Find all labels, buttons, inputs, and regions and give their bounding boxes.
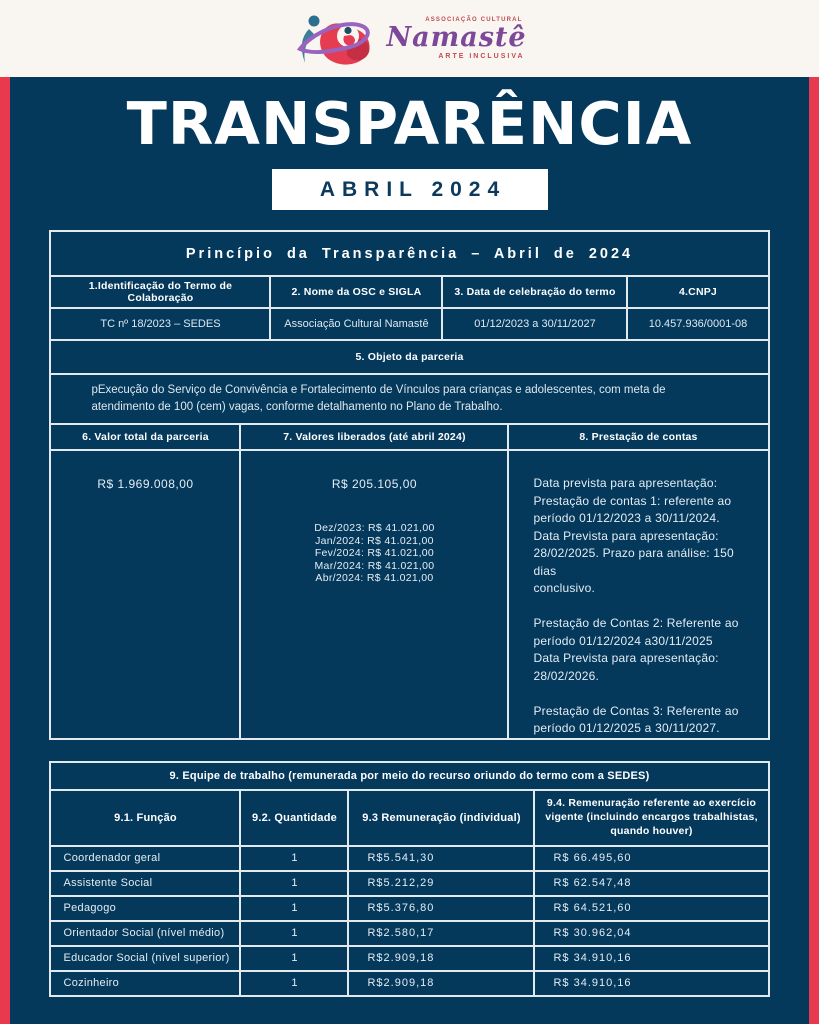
logo-org-name: Namastê bbox=[386, 22, 527, 53]
header-valor-total: 6. Valor total da parceria bbox=[49, 423, 242, 451]
namaste-logo: ASSOCIAÇÃO CULTURAL Namastê ARTE INCLUSI… bbox=[292, 9, 526, 69]
header-prestacao-contas: 8. Prestação de contas bbox=[507, 423, 770, 451]
row-quantidade: 1 bbox=[239, 844, 350, 872]
namaste-logo-mark bbox=[297, 15, 371, 65]
row-remuneracao-anual: R$ 66.495,60 bbox=[533, 844, 770, 872]
cell-valor-total: R$ 1.969.008,00 bbox=[49, 449, 242, 740]
value-nome-osc: Associação Cultural Namastê bbox=[269, 307, 444, 341]
header-identificacao: 1.Identificação do Termo de Colaboração bbox=[49, 275, 272, 309]
prestacao-contas-text: Data prevista para apresentação: Prestaç… bbox=[507, 449, 770, 740]
row-remuneracao: R$5.376,80 bbox=[347, 894, 536, 922]
header-funcao: 9.1. Função bbox=[49, 788, 242, 847]
logo-tagline: ARTE INCLUSIVA bbox=[438, 53, 525, 60]
header-data-celebracao: 3. Data de celebração do termo bbox=[441, 275, 629, 309]
row-quantidade: 1 bbox=[239, 869, 350, 897]
row-funcao: Coordenador geral bbox=[49, 844, 242, 872]
row-funcao: Assistente Social bbox=[49, 869, 242, 897]
month-badge: ABRIL 2024 bbox=[271, 169, 548, 210]
row-funcao: Cozinheiro bbox=[49, 969, 242, 997]
row-remuneracao: R$2.909,18 bbox=[347, 944, 536, 972]
logo-org-type: ASSOCIAÇÃO CULTURAL bbox=[425, 17, 523, 23]
row-remuneracao: R$5.212,29 bbox=[347, 869, 536, 897]
row-funcao: Educador Social (nível superior) bbox=[49, 944, 242, 972]
row-remuneracao-anual: R$ 34.910,16 bbox=[533, 969, 770, 997]
liberados-total: R$ 205.105,00 bbox=[331, 477, 418, 491]
header-cnpj: 4.CNPJ bbox=[626, 275, 770, 309]
row-remuneracao-anual: R$ 64.521,60 bbox=[533, 894, 770, 922]
header-objeto: 5. Objeto da parceria bbox=[49, 339, 770, 375]
logo-text-block: ASSOCIAÇÃO CULTURAL Namastê ARTE INCLUSI… bbox=[386, 17, 526, 60]
header-quantidade: 9.2. Quantidade bbox=[239, 788, 350, 847]
value-cnpj: 10.457.936/0001-08 bbox=[626, 307, 770, 341]
transparency-table: Princípio da Transparência – Abril de 20… bbox=[49, 230, 770, 740]
table-row: Coordenador geral 1 R$5.541,30 R$ 66.495… bbox=[49, 844, 770, 872]
value-data-celebracao: 01/12/2023 a 30/11/2027 bbox=[441, 307, 629, 341]
table-row: Educador Social (nível superior) 1 R$2.9… bbox=[49, 944, 770, 972]
valor-total: R$ 1.969.008,00 bbox=[97, 477, 194, 491]
row-quantidade: 1 bbox=[239, 919, 350, 947]
row-funcao: Orientador Social (nível médio) bbox=[49, 919, 242, 947]
table1-title: Princípio da Transparência – Abril de 20… bbox=[49, 230, 770, 277]
table9-title: 9. Equipe de trabalho (remunerada por me… bbox=[49, 760, 770, 791]
row-remuneracao-anual: R$ 30.962,04 bbox=[533, 919, 770, 947]
page-title: TRANSPARÊNCIA bbox=[126, 89, 693, 158]
value-objeto: pExecução do Serviço de Convivência e Fo… bbox=[49, 373, 770, 425]
table-row: Orientador Social (nível médio) 1 R$2.58… bbox=[49, 919, 770, 947]
month-label: ABRIL 2024 bbox=[319, 177, 507, 201]
header-bar: ASSOCIAÇÃO CULTURAL Namastê ARTE INCLUSI… bbox=[0, 0, 819, 77]
row-quantidade: 1 bbox=[239, 969, 350, 997]
header-valores-liberados: 7. Valores liberados (até abril 2024) bbox=[239, 423, 510, 451]
header-remuneracao-exercicio: 9.4. Remenuração referente ao exercício … bbox=[533, 788, 770, 847]
table-row: Pedagogo 1 R$5.376,80 R$ 64.521,60 bbox=[49, 894, 770, 922]
header-nome-osc: 2. Nome da OSC e SIGLA bbox=[269, 275, 444, 309]
row-remuneracao-anual: R$ 62.547,48 bbox=[533, 869, 770, 897]
row-remuneracao: R$2.909,18 bbox=[347, 969, 536, 997]
team-table: 9. Equipe de trabalho (remunerada por me… bbox=[49, 760, 770, 997]
cell-valores-liberados: R$ 205.105,00 Dez/2023: R$ 41.021,00 Jan… bbox=[239, 449, 510, 740]
row-quantidade: 1 bbox=[239, 944, 350, 972]
header-remuneracao: 9.3 Remuneração (individual) bbox=[347, 788, 536, 847]
row-funcao: Pedagogo bbox=[49, 894, 242, 922]
value-identificacao: TC nº 18/2023 – SEDES bbox=[49, 307, 272, 341]
table-row: Assistente Social 1 R$5.212,29 R$ 62.547… bbox=[49, 869, 770, 897]
liberados-breakdown: Dez/2023: R$ 41.021,00 Jan/2024: R$ 41.0… bbox=[314, 522, 435, 585]
main-content: TRANSPARÊNCIA ABRIL 2024 Princípio da Tr… bbox=[0, 77, 819, 1024]
row-quantidade: 1 bbox=[239, 894, 350, 922]
row-remuneracao: R$2.580,17 bbox=[347, 919, 536, 947]
row-remuneracao-anual: R$ 34.910,16 bbox=[533, 944, 770, 972]
row-remuneracao: R$5.541,30 bbox=[347, 844, 536, 872]
table-row: Cozinheiro 1 R$2.909,18 R$ 34.910,16 bbox=[49, 969, 770, 997]
